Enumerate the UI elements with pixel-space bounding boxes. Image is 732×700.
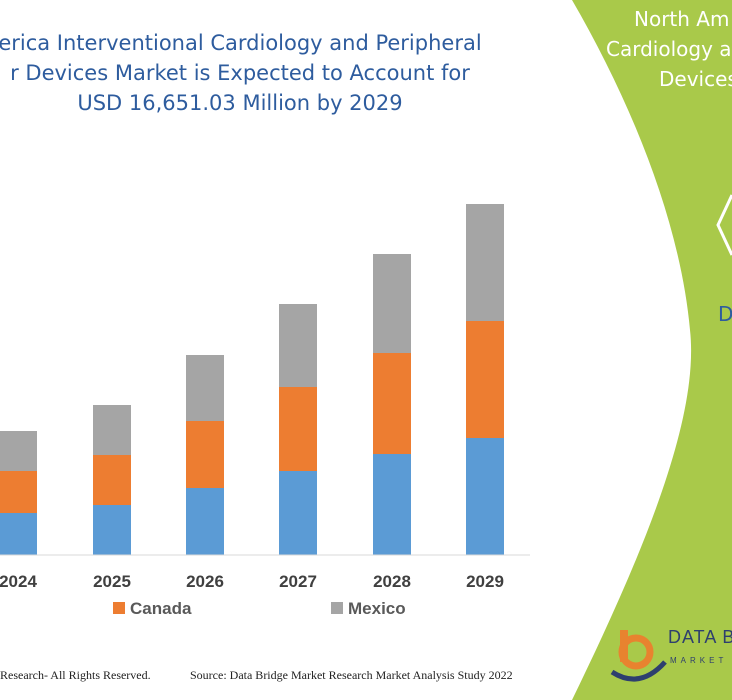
legend-swatch-canada [113,602,125,614]
legend-swatch-mexico [331,602,343,614]
bar-us-2029 [466,438,504,555]
bar-us-2027 [279,471,317,555]
bar-canada-2025 [93,455,131,505]
title-line-3: USD 16,651.03 Million by 2029 [77,91,403,115]
bar-mexico-2024 [0,431,37,471]
x-tick-label-2026: 2026 [186,572,224,591]
bar-mexico-2029 [466,204,504,321]
bar-canada-2027 [279,387,317,471]
x-tick-label-2028: 2028 [373,572,411,591]
x-tick-label-2024: 2024 [0,572,37,591]
side-panel [572,0,732,700]
bar-us-2026 [186,488,224,555]
x-tick-label-2027: 2027 [279,572,317,591]
title-line-1: erica Interventional Cardiology and Peri… [0,31,482,55]
x-tick-label-2029: 2029 [466,572,504,591]
bar-canada-2024 [0,471,37,513]
bar-us-2024 [0,513,37,555]
bar-mexico-2028 [373,254,411,353]
panel-line-1: North Am [634,7,730,31]
bar-group [0,204,504,555]
footer-source: Source: Data Bridge Market Research Mark… [190,668,513,682]
chart-title: erica Interventional Cardiology and Peri… [0,28,540,118]
x-tick-label-2025: 2025 [93,572,131,591]
bar-mexico-2025 [93,405,131,455]
logo-name: DATA B [668,627,732,647]
bar-canada-2029 [466,321,504,438]
hexagon-icon [716,194,732,256]
panel-line-2: Cardiology a [606,37,732,61]
panel-partial-text: D [718,302,732,326]
logo-subtitle: MARKET [670,656,728,665]
bar-mexico-2026 [186,355,224,421]
bar-canada-2028 [373,353,411,454]
x-tick-group: 2024 2025 2026 2027 2028 2029 [0,572,504,591]
legend-label-mexico: Mexico [348,599,406,618]
legend-label-canada: Canada [130,599,192,618]
legend: Canada Mexico [113,599,406,618]
logo-mark [610,630,667,682]
title-line-2: r Devices Market is Expected to Account … [10,61,470,85]
bar-mexico-2027 [279,304,317,387]
bar-us-2028 [373,454,411,555]
bar-canada-2026 [186,421,224,488]
footer-copyright: Research- All Rights Reserved. [0,668,151,682]
bar-us-2025 [93,505,131,555]
panel-line-3: Devices [659,67,732,91]
